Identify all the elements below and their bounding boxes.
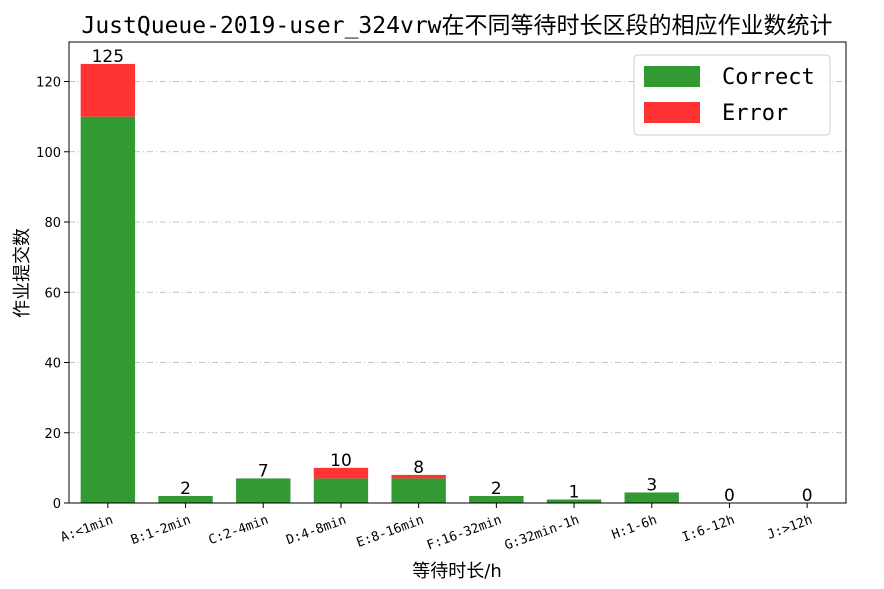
bar-value-label: 2 (180, 479, 191, 499)
x-tick-label: B:1-2min (129, 513, 193, 549)
bar-correct (469, 495, 524, 503)
bars (80, 63, 679, 503)
bar-correct (80, 116, 136, 503)
bar-correct (313, 478, 369, 503)
y-tick-label: 0 (53, 497, 61, 512)
bar-value-label: 10 (330, 451, 352, 471)
y-tick-label: 100 (36, 146, 61, 161)
x-tick-label: J:>12h (765, 513, 814, 543)
x-tick-label: H:1-6h (610, 513, 659, 543)
bar-value-label: 0 (724, 486, 735, 506)
bar-value-label: 1 (569, 482, 580, 502)
y-axis: 0 20 40 60 80 100 120 (36, 76, 69, 512)
y-tick-label: 60 (44, 286, 61, 301)
y-tick-label: 20 (44, 427, 61, 442)
legend-label-correct: Correct (722, 65, 815, 90)
data-labels: 125 2 7 10 8 2 1 3 0 0 (92, 47, 813, 506)
bar-correct (236, 478, 291, 503)
legend-label-error: Error (722, 101, 788, 126)
bar-value-label: 8 (413, 458, 424, 478)
x-tick-label: F:16-32min (425, 513, 504, 554)
bar-error (391, 474, 446, 479)
bar-correct (624, 492, 679, 503)
legend-swatch-error (644, 102, 700, 123)
plot-frame (68, 41, 847, 504)
y-axis-label: 作业提交数 (12, 228, 33, 318)
bar-correct (391, 478, 446, 503)
bar-value-label: 125 (92, 47, 124, 67)
bar-value-label: 2 (491, 479, 502, 499)
x-tick-label: D:4-8min (284, 513, 348, 549)
x-tick-label: E:8-16min (355, 513, 426, 551)
x-tick-label: G:32min-1h (503, 513, 582, 554)
legend-swatch-correct (644, 66, 700, 87)
chart-title: JustQueue-2019-user_324vrw在不同等待时长区段的相应作业… (81, 13, 832, 39)
x-tick-label: A:<1min (59, 513, 116, 546)
x-tick-label: I:6-12h (680, 513, 737, 546)
x-axis: A:<1min B:1-2min C:2-4min D:4-8min E:8-16min… (59, 503, 815, 554)
x-tick-label: C:2-4min (207, 513, 271, 549)
legend: Correct Error (633, 54, 831, 136)
bar-correct (158, 495, 213, 503)
x-axis-label: 等待时长/h (412, 561, 501, 582)
bar-error (80, 63, 136, 117)
bar-value-label: 0 (802, 486, 813, 506)
bar-error (313, 467, 369, 479)
y-tick-label: 120 (36, 76, 61, 91)
bar-value-label: 7 (258, 461, 269, 481)
y-tick-label: 40 (44, 357, 61, 372)
y-tick-label: 80 (44, 216, 61, 231)
bar-value-label: 3 (646, 475, 657, 495)
bar-correct (546, 499, 602, 503)
